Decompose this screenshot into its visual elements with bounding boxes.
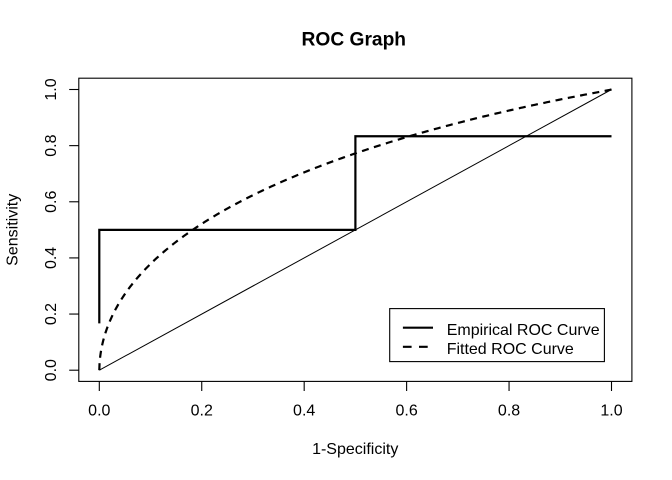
svg-text:1.0: 1.0	[43, 78, 60, 100]
svg-text:Sensitivity: Sensitivity	[5, 194, 22, 266]
svg-text:Empirical ROC Curve: Empirical ROC Curve	[447, 322, 600, 339]
svg-text:0.0: 0.0	[88, 403, 110, 420]
svg-text:Fitted ROC Curve: Fitted ROC Curve	[447, 341, 574, 358]
svg-text:0.4: 0.4	[43, 247, 60, 269]
svg-text:0.2: 0.2	[43, 303, 60, 325]
svg-text:0.8: 0.8	[43, 134, 60, 156]
svg-text:0.6: 0.6	[43, 191, 60, 213]
svg-text:0.8: 0.8	[498, 403, 520, 420]
svg-text:0.2: 0.2	[191, 403, 213, 420]
svg-text:1-Specificity: 1-Specificity	[312, 441, 398, 458]
svg-text:ROC Graph: ROC Graph	[302, 30, 406, 51]
svg-text:1.0: 1.0	[600, 403, 622, 420]
svg-text:0.4: 0.4	[293, 403, 315, 420]
svg-text:0.6: 0.6	[395, 403, 417, 420]
svg-text:0.0: 0.0	[43, 359, 60, 381]
